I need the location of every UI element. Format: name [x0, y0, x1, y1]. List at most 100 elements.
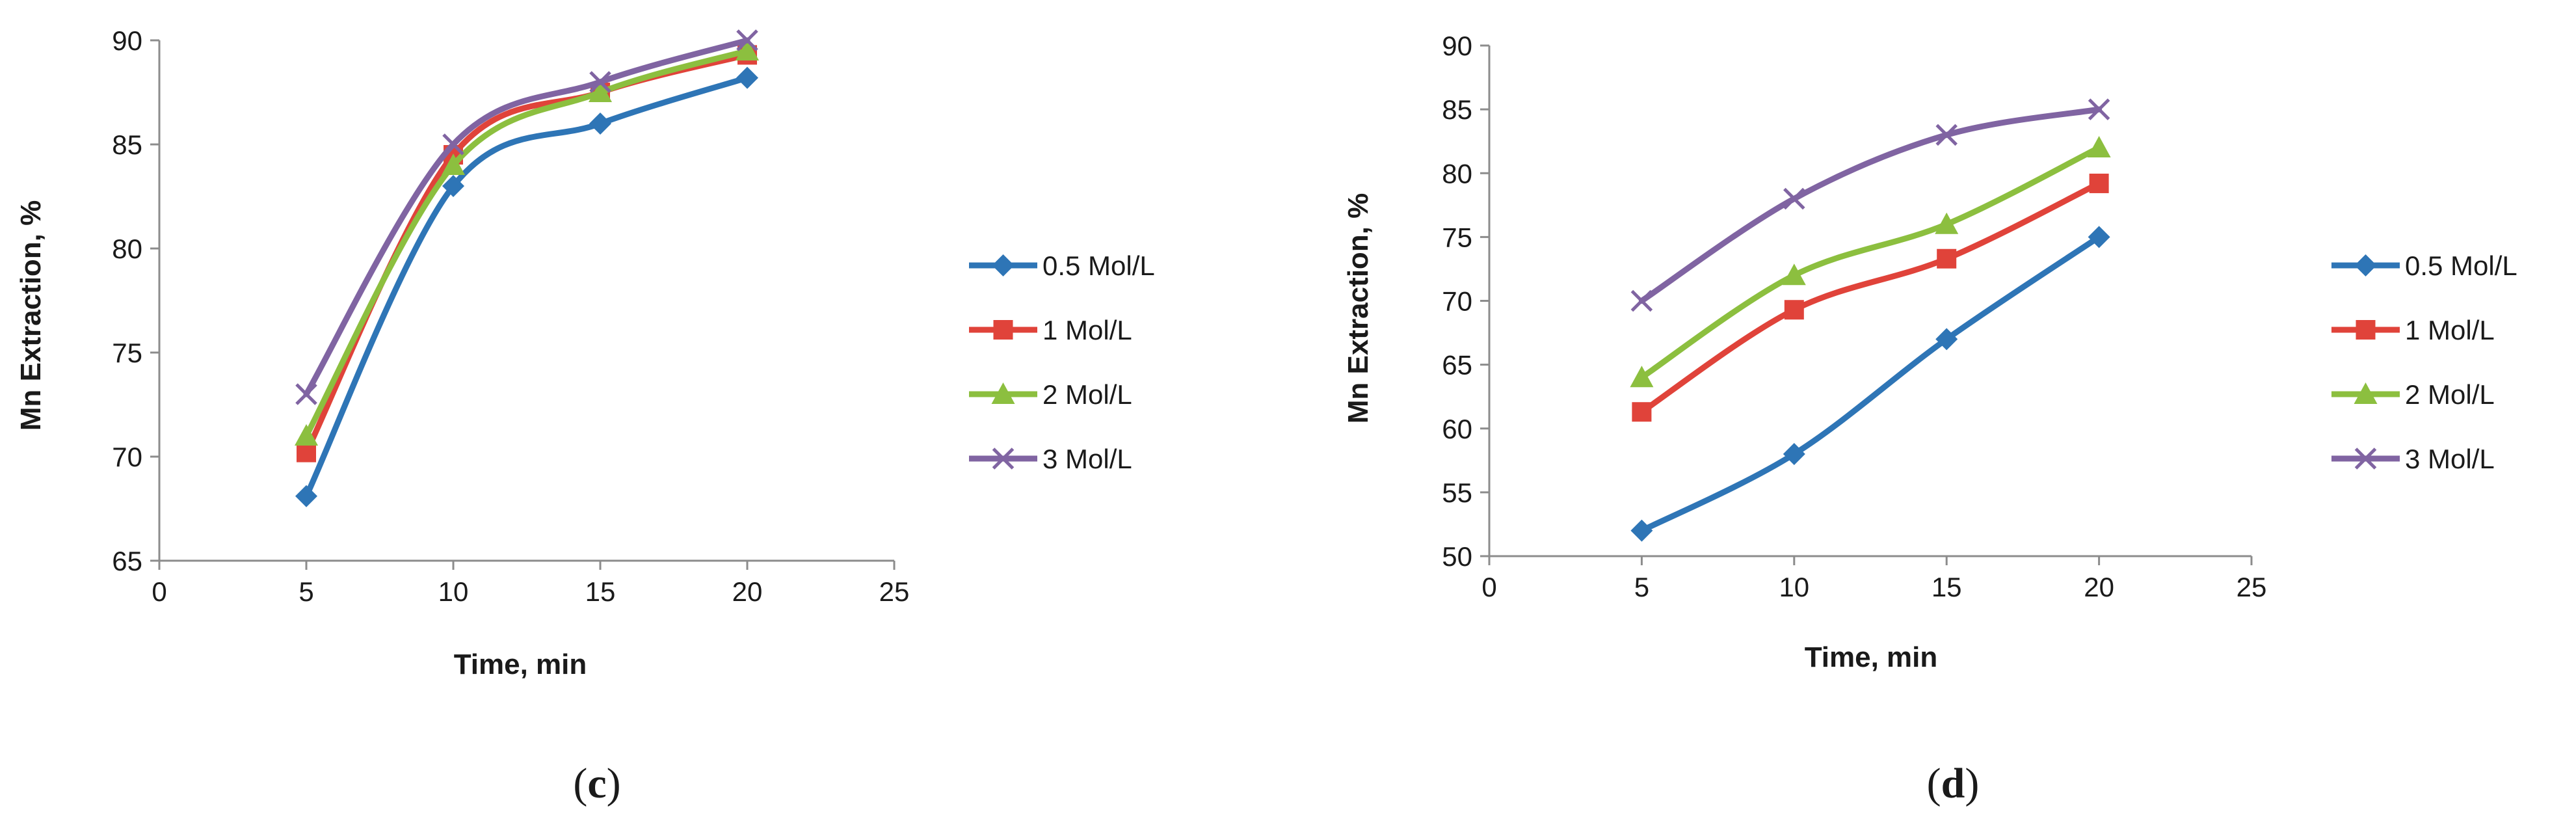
legend-item: 3 Mol/L — [2331, 444, 2495, 474]
data-point — [1937, 248, 1957, 269]
y-tick-label: 80 — [1442, 158, 1472, 189]
data-point — [1782, 263, 1806, 286]
legend-label: 3 Mol/L — [2405, 444, 2495, 474]
series-line — [303, 47, 750, 439]
series-layer-c — [295, 29, 759, 507]
legend-marker — [2356, 320, 2376, 340]
y-axis-title-c: Mn Extraction, % — [15, 200, 47, 431]
series-3-mol-l — [1630, 98, 2110, 312]
y-tick-label: 65 — [1442, 350, 1472, 381]
data-point — [2088, 226, 2110, 248]
data-point — [736, 39, 759, 60]
legend-marker — [2354, 254, 2377, 276]
legend-item: 0.5 Mol/L — [969, 250, 1155, 281]
x-axis-title-d: Time, min — [1805, 641, 1938, 673]
x-tick-label: 10 — [438, 576, 469, 607]
legend-marker — [991, 382, 1015, 404]
data-point — [2087, 136, 2111, 157]
axes-c: 65 70 75 80 85 90 0 5 10 15 20 25 — [112, 25, 909, 607]
data-point — [2088, 98, 2110, 120]
series-line — [1638, 144, 2103, 381]
x-tick-label: 0 — [152, 576, 166, 607]
data-point — [295, 424, 318, 446]
x-axis-title-c: Time, min — [454, 649, 587, 680]
legend-marker — [2354, 448, 2377, 470]
x-tick-label: 20 — [2084, 572, 2114, 602]
legend-label: 1 Mol/L — [1042, 315, 1132, 345]
data-point — [442, 175, 464, 197]
x-tick-label: 15 — [1932, 572, 1962, 602]
data-point — [1630, 289, 1653, 312]
legend-marker — [2354, 382, 2378, 404]
series-line — [1638, 234, 2103, 534]
legend-label: 3 Mol/L — [1042, 444, 1132, 474]
data-point — [1935, 124, 1958, 146]
y-tick-label: 75 — [1442, 222, 1472, 252]
x-tick-label: 5 — [299, 576, 313, 607]
data-point — [297, 442, 316, 462]
y-axis-title-d: Mn Extraction, % — [1342, 193, 1374, 424]
y-tick-label: 75 — [112, 338, 142, 368]
x-tick-label: 10 — [1779, 572, 1809, 602]
y-tick-label: 85 — [112, 129, 142, 160]
series-line — [303, 37, 750, 397]
legend-marker — [992, 448, 1015, 470]
y-tick-label: 85 — [1442, 94, 1472, 125]
legend-label: 1 Mol/L — [2405, 315, 2495, 345]
series-layer-d — [1630, 98, 2111, 542]
y-tick-label: 65 — [112, 546, 142, 576]
legend-item: 1 Mol/L — [2331, 315, 2495, 345]
legend-c: 0.5 Mol/L 1 Mol/L 2 Mol/L 3 Mol/L — [969, 250, 1155, 474]
x-tick-label: 5 — [1634, 572, 1649, 602]
series-line — [303, 75, 750, 500]
series-0-5-mol-l — [295, 66, 758, 507]
data-point — [1630, 366, 1654, 388]
series-2-mol-l — [1630, 136, 2111, 388]
y-tick-label: 90 — [112, 25, 142, 56]
axes-d: 50 55 60 65 70 75 80 85 90 0 5 10 15 20 25 — [1442, 31, 2266, 602]
data-point — [1784, 300, 1804, 320]
data-point — [1783, 187, 1805, 210]
chart-panel-c: 65 70 75 80 85 90 0 5 10 15 20 25 Time, min Mn Extr… — [15, 25, 1155, 807]
legend-label: 2 Mol/L — [1042, 379, 1132, 410]
x-tick-label: 15 — [585, 576, 616, 607]
y-tick-label: 60 — [1442, 414, 1472, 444]
series-1-mol-l — [1632, 173, 2109, 422]
data-point — [736, 29, 758, 51]
legend-marker — [993, 320, 1013, 340]
panel-label-c: (c) — [573, 760, 620, 807]
legend-item: 2 Mol/L — [969, 379, 1132, 410]
series-line — [1638, 106, 2103, 304]
data-point — [295, 383, 317, 405]
data-point — [1935, 212, 1959, 234]
series-2-mol-l — [295, 39, 759, 446]
data-point — [1935, 328, 1958, 351]
legend-item: 2 Mol/L — [2331, 379, 2495, 410]
data-point — [1783, 443, 1805, 465]
legend-label: 0.5 Mol/L — [1042, 250, 1155, 281]
legend-d: 0.5 Mol/L 1 Mol/L 2 Mol/L 3 Mol/L — [2331, 250, 2517, 474]
data-point — [1632, 402, 1652, 422]
series-line — [1638, 180, 2103, 415]
data-point — [442, 154, 465, 175]
series-3-mol-l — [295, 29, 758, 405]
x-tick-label: 25 — [879, 576, 910, 607]
y-tick-label: 70 — [1442, 286, 1472, 317]
legend-label: 2 Mol/L — [2405, 379, 2495, 410]
y-tick-label: 90 — [1442, 31, 1472, 61]
y-tick-label: 80 — [112, 234, 142, 264]
data-point — [2089, 173, 2109, 193]
x-tick-label: 0 — [1481, 572, 1496, 602]
data-point — [589, 81, 612, 102]
chart-panel-d: 50 55 60 65 70 75 80 85 90 0 5 10 15 20 25 Time, min M… — [1342, 31, 2517, 807]
y-tick-label: 50 — [1442, 541, 1472, 572]
legend-item: 0.5 Mol/L — [2331, 250, 2517, 281]
y-tick-label: 70 — [112, 442, 142, 472]
legend-item: 3 Mol/L — [969, 444, 1132, 474]
y-tick-label: 55 — [1442, 477, 1472, 508]
data-point — [736, 66, 758, 89]
legend-item: 1 Mol/L — [969, 315, 1132, 345]
data-point — [442, 133, 464, 155]
data-point — [1630, 519, 1653, 542]
